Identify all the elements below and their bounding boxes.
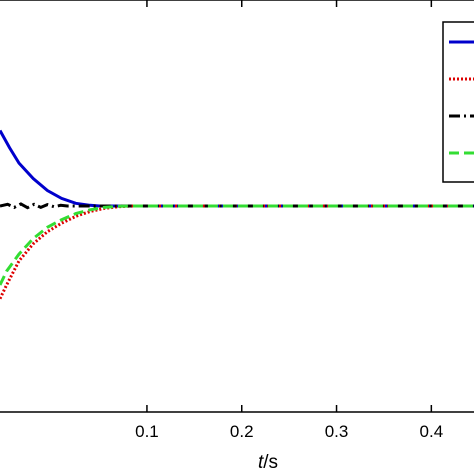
x-axis-label-unit: /s [263,452,278,473]
legend [442,21,474,183]
x-tick-label-2: 0.2 [230,422,254,441]
x-tick-label-4: 0.4 [420,422,444,441]
series-line-4 [0,204,474,286]
x-tick-label-1: 0.1 [135,422,159,441]
legend-box [442,21,474,183]
x-axis-label: t/s [258,452,278,473]
x-tick-label-3: 0.3 [325,422,349,441]
series-line-3 [0,202,474,210]
series-layer [0,129,474,300]
axis-layer: 0.1 0.2 0.3 0.4 [0,0,474,441]
x-axis-label-variable: t [258,452,264,473]
